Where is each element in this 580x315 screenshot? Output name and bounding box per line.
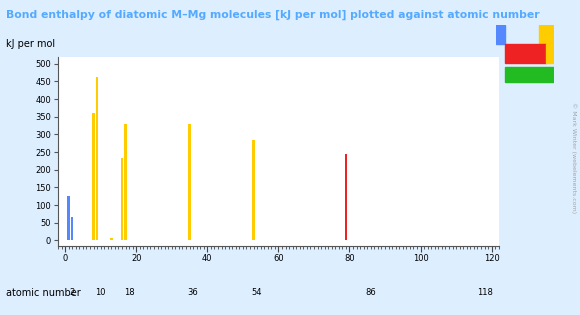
Bar [188, 124, 191, 240]
Bar [345, 154, 347, 240]
Bar [505, 67, 554, 82]
Bar [496, 25, 505, 44]
Bar [121, 158, 123, 240]
Text: 86: 86 [365, 288, 376, 297]
Text: 54: 54 [252, 288, 262, 297]
Text: Bond enthalpy of diatomic M–Mg molecules [kJ per mol] plotted against atomic num: Bond enthalpy of diatomic M–Mg molecules… [6, 9, 539, 20]
Text: 18: 18 [124, 288, 135, 297]
Text: © Mark Winter (webelements.com): © Mark Winter (webelements.com) [571, 102, 577, 213]
Text: atomic number: atomic number [6, 288, 81, 298]
Bar [110, 238, 113, 240]
Bar [92, 112, 95, 240]
Bar [252, 140, 255, 240]
Text: 36: 36 [188, 288, 198, 297]
Bar [67, 196, 70, 240]
Bar [96, 77, 99, 240]
Bar [539, 25, 554, 44]
Bar [546, 44, 554, 63]
Text: 10: 10 [95, 288, 106, 297]
Text: 118: 118 [477, 288, 492, 297]
Bar [505, 44, 546, 63]
Text: 2: 2 [70, 288, 75, 297]
Text: kJ per mol: kJ per mol [6, 39, 55, 49]
Bar [124, 124, 127, 240]
Bar [71, 217, 74, 240]
